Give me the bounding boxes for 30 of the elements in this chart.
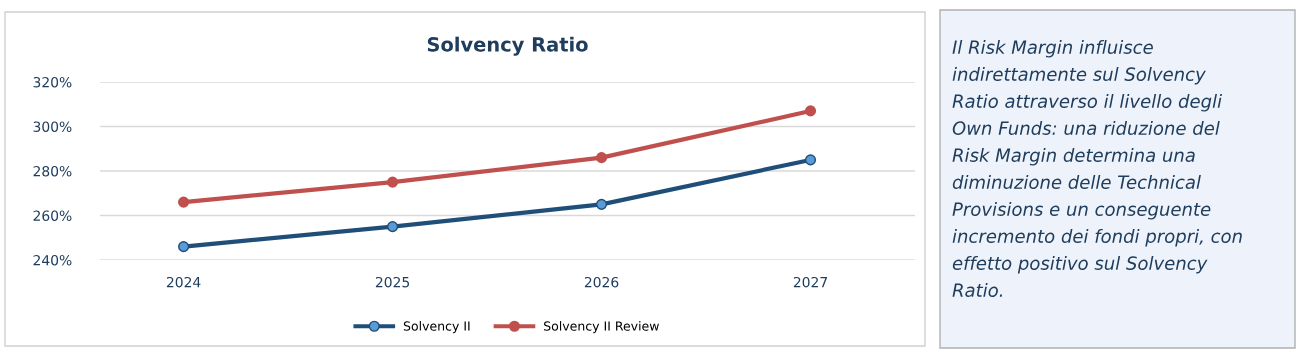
text: Provisions e un conseguente [952, 202, 1211, 220]
y-tick-label: 260% [33, 210, 72, 221]
text: indirettamente sul Solvency [952, 67, 1206, 85]
x-tick-label: 2024 [166, 276, 201, 288]
point [595, 152, 608, 164]
text: Ratio. [952, 283, 1003, 297]
text: effetto positivo sul Solvency [952, 256, 1208, 274]
y-tick-label: 320% [33, 76, 72, 88]
chart-title: Solvency Ratio [427, 36, 588, 56]
text: Own Funds: una riduzione del [952, 121, 1220, 135]
text: Il Risk Margin influisce [952, 40, 1153, 58]
point [804, 105, 817, 117]
text: incremento dei fondi propri, con [952, 229, 1242, 247]
point [804, 154, 817, 166]
point [178, 241, 190, 253]
x-tick-label: 2026 [584, 276, 619, 288]
point [595, 198, 608, 210]
x-tick-label: 2025 [375, 276, 410, 288]
y-tick-label: 240% [33, 254, 72, 266]
text: Ratio attraverso il livello degli [952, 94, 1222, 112]
text: Risk Margin determina una [952, 148, 1195, 166]
y-tick-label: 300% [33, 121, 72, 132]
point [387, 176, 399, 188]
legend-label: Solvency II [403, 321, 470, 334]
point [178, 196, 190, 208]
y-tick-label: 280% [33, 165, 72, 177]
legend-label: Solvency II Review [544, 321, 659, 334]
text: diminuzione delle Technical [952, 175, 1201, 189]
x-tick-label: 2027 [793, 276, 827, 288]
point [387, 221, 399, 233]
